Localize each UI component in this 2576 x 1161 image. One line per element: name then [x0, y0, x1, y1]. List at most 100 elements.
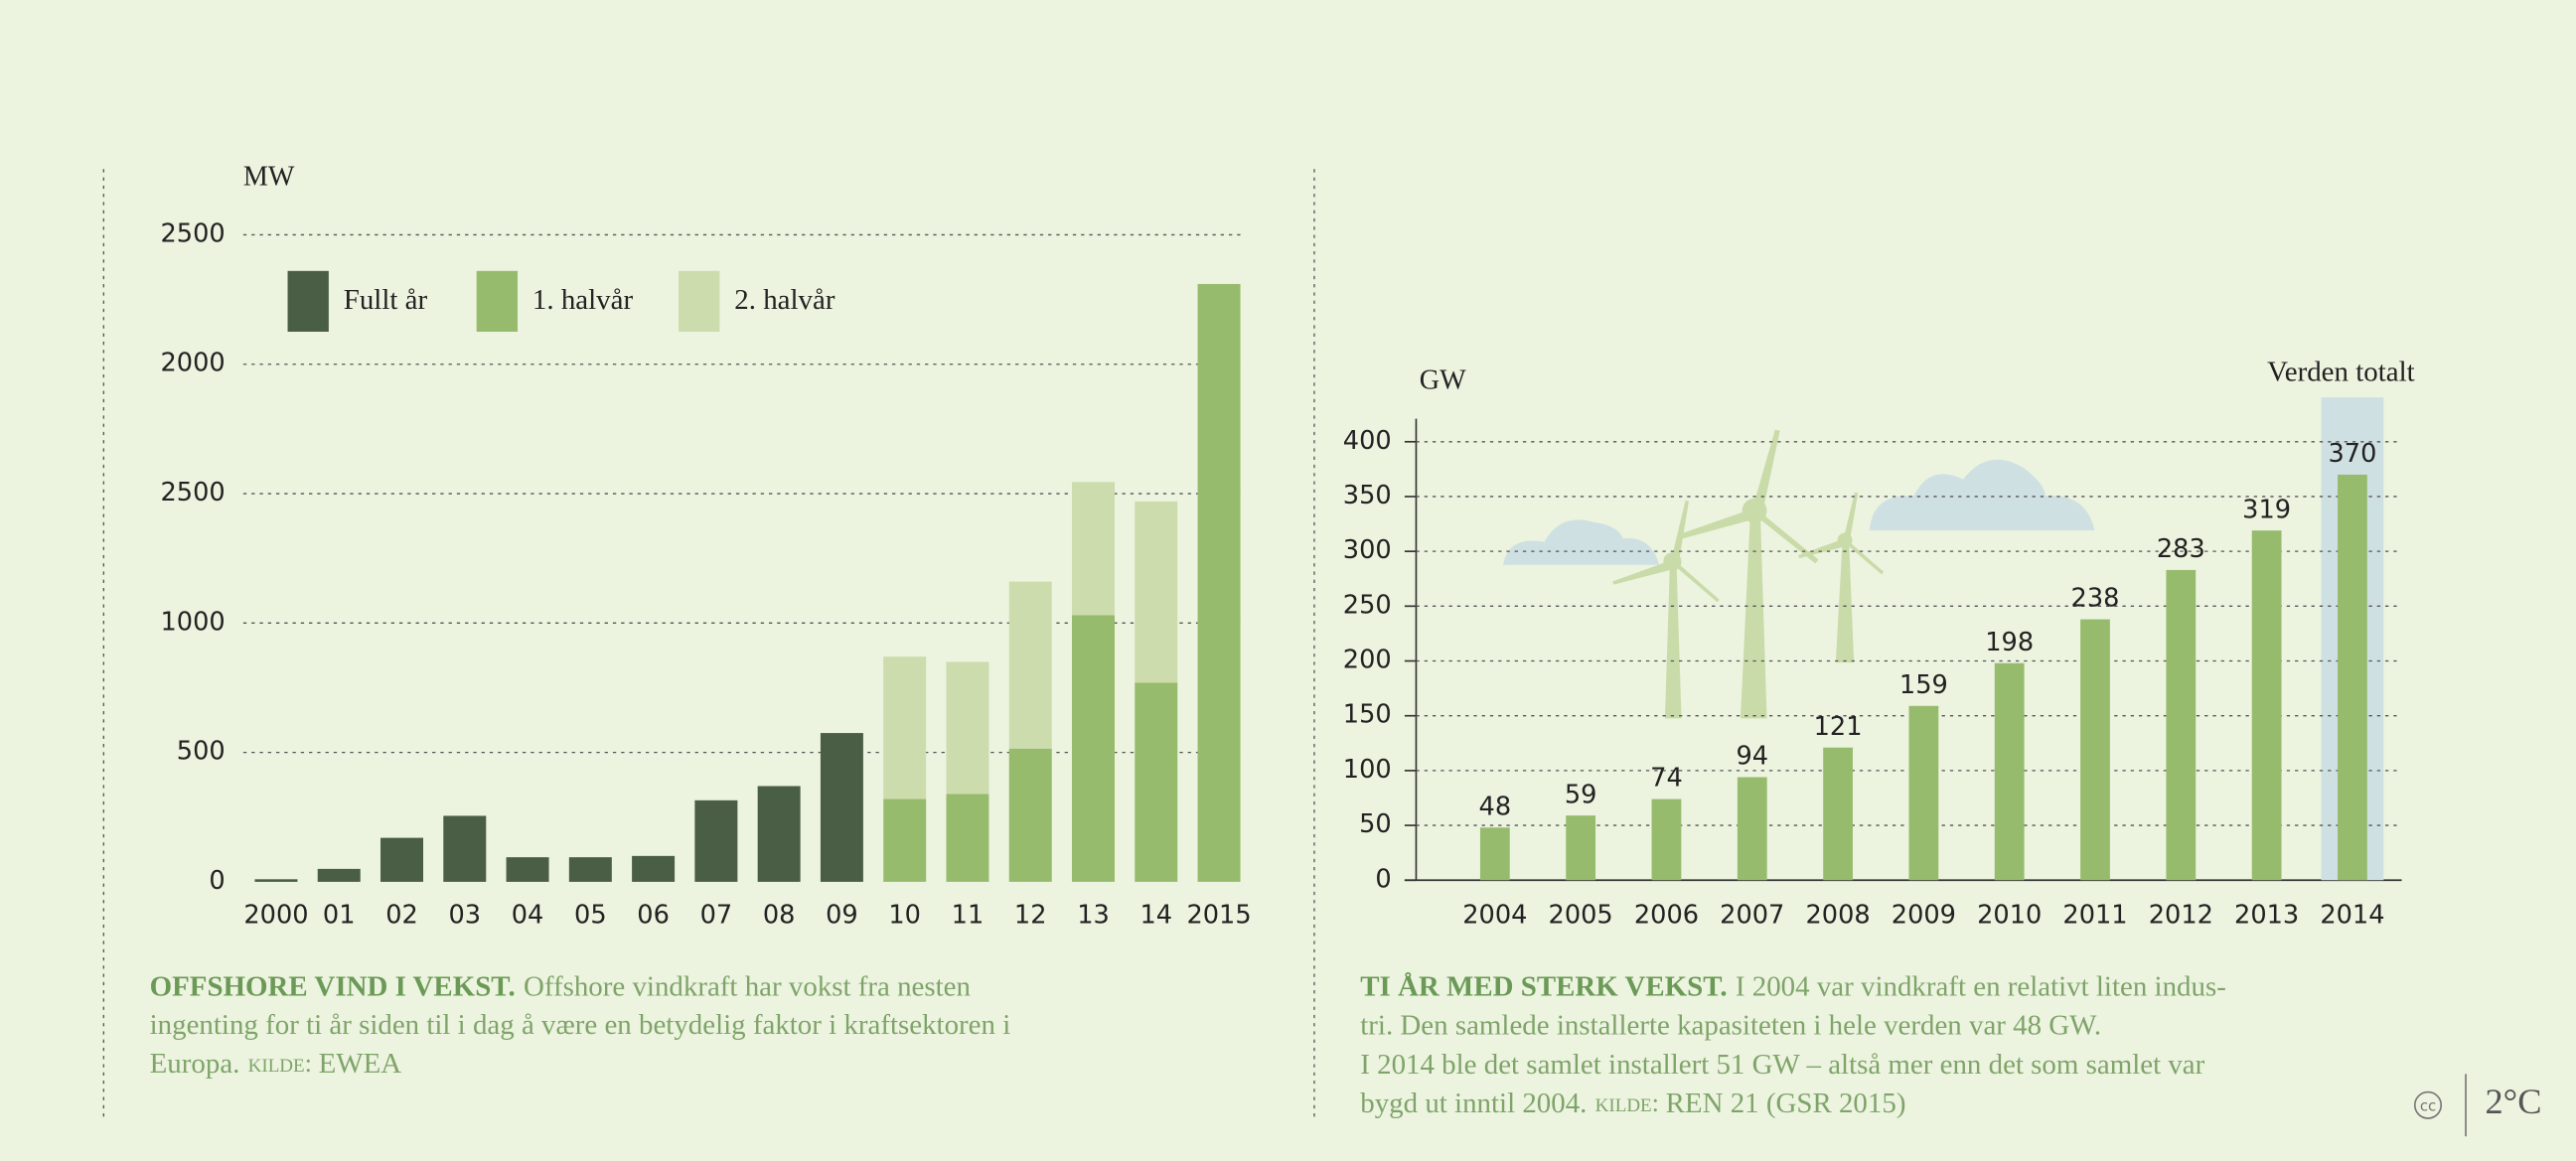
legend-label: 1. halvår: [532, 284, 634, 316]
bar: [1479, 827, 1510, 881]
x-tick-label: 11: [952, 901, 985, 931]
caption-line: TI ÅR MED STERK VEKST. I 2004 var vindkra…: [1360, 970, 2226, 1002]
caption-line: OFFSHORE VIND I VEKST. Offshore vindkraft…: [150, 970, 972, 1002]
source-label: kilde:: [1595, 1088, 1659, 1117]
value-label: 198: [1985, 628, 2034, 657]
x-tick-label: 05: [574, 901, 607, 931]
bar-segment: [883, 656, 927, 799]
x-tick-label: 04: [512, 901, 544, 931]
x-tick-label: 09: [826, 901, 858, 931]
bar: [2251, 530, 2282, 881]
bar-segment: [1135, 682, 1178, 882]
bar: [1908, 705, 1939, 881]
wind-turbines: [1612, 429, 1885, 719]
y-tick-label: 350: [1343, 481, 1392, 510]
x-tick-label: 02: [385, 901, 418, 931]
y-tick-label: 200: [1343, 646, 1392, 675]
bar: [1823, 747, 1853, 881]
caption-title: OFFSHORE VIND I VEKST.: [150, 970, 516, 1002]
x-tick-label: 2010: [1977, 901, 2042, 931]
y-tick-label: 2500: [161, 478, 226, 508]
caption-line: Europa. kilde: EWEA: [150, 1048, 402, 1080]
bar: [1651, 798, 1682, 881]
source: REN 21 (GSR 2015): [1666, 1088, 1906, 1119]
y-tick-label: 400: [1343, 426, 1392, 456]
bar: [2166, 569, 2197, 881]
bar-segment: [632, 855, 676, 882]
legend-label: Fullt år: [344, 284, 428, 316]
value-label: 319: [2242, 495, 2291, 524]
bar: [1737, 777, 1767, 881]
bar-segment: [443, 815, 487, 882]
caption-text: tri. Den samlede installerte kapasiteten…: [1360, 1009, 2101, 1041]
x-tick-label: 08: [763, 901, 796, 931]
x-tick-label: 14: [1139, 901, 1172, 931]
value-label: 238: [2071, 584, 2120, 614]
legend-swatch: [476, 270, 519, 332]
legend-label: 2. halvår: [734, 284, 835, 316]
bar-segment: [757, 786, 801, 882]
bar-segment: [317, 868, 361, 882]
clouds: [1503, 459, 2095, 565]
logo: 2°C: [2485, 1082, 2541, 1121]
bar-segment: [1072, 482, 1116, 616]
legend-swatch: [287, 270, 329, 332]
x-tick-label: 03: [448, 901, 481, 931]
bar-segment: [820, 733, 863, 882]
y-tick-label: 1000: [161, 607, 226, 637]
caption-text: Offshore vindkraft har vokst fra nesten: [524, 970, 972, 1002]
x-tick-label: 2008: [1805, 901, 1870, 931]
y-tick-label: 2500: [161, 218, 226, 248]
highlight-label: Verden totalt: [2267, 357, 2415, 388]
value-label: 121: [1814, 712, 1863, 742]
bar-segment: [568, 857, 612, 882]
x-tick-label: 2014: [2320, 901, 2384, 931]
x-tick-label: 2013: [2234, 901, 2299, 931]
value-label: 94: [1736, 742, 1768, 772]
source-label: kilde:: [248, 1048, 312, 1078]
source: EWEA: [319, 1048, 402, 1080]
bar: [2080, 619, 2110, 881]
caption-text: ingenting for ti år siden til i dag å væ…: [150, 1009, 1011, 1041]
value-label: 48: [1479, 792, 1512, 821]
caption-line: tri. Den samlede installerte kapasiteten…: [1360, 1009, 2101, 1041]
bar-segment: [694, 799, 738, 882]
bar-segment: [1135, 501, 1178, 683]
caption-line: ingenting for ti år siden til i dag å væ…: [150, 1009, 1011, 1041]
value-label: 370: [2329, 439, 2377, 469]
caption-text: bygd ut inntil 2004.: [1360, 1088, 1587, 1119]
value-label: 74: [1650, 764, 1683, 794]
legend-swatch: [679, 270, 720, 332]
y-axis-label: MW: [243, 162, 295, 193]
value-label: 159: [1899, 670, 1948, 700]
x-tick-label: 2006: [1634, 901, 1699, 931]
y-tick-label: 150: [1343, 700, 1392, 730]
x-tick-label: 13: [1077, 901, 1110, 931]
value-label: 59: [1565, 780, 1597, 809]
bar-segment: [1197, 283, 1241, 882]
y-axis-label: GW: [1420, 365, 1466, 396]
x-tick-label: 2000: [243, 901, 308, 931]
caption-line: I 2014 ble det samlet installert 51 GW –…: [1360, 1048, 2204, 1080]
x-tick-label: 2012: [2149, 901, 2213, 931]
bar: [1566, 815, 1596, 881]
bar-segment: [1008, 748, 1052, 882]
y-tick-label: 250: [1343, 590, 1392, 620]
bar-segment: [1072, 615, 1116, 882]
bar: [2338, 474, 2367, 881]
y-tick-label: 500: [177, 737, 226, 767]
bar-segment: [506, 857, 549, 882]
bar-segment: [254, 879, 298, 882]
x-tick-label: 06: [637, 901, 670, 931]
y-tick-label: 50: [1359, 809, 1392, 839]
y-tick-label: 0: [1375, 864, 1391, 894]
x-tick-label: 01: [323, 901, 356, 931]
x-tick-label: 2011: [2062, 901, 2127, 931]
caption-text: Europa.: [150, 1048, 240, 1080]
y-tick-label: 2000: [161, 349, 226, 378]
x-tick-label: 2004: [1462, 901, 1527, 931]
x-tick-label: 10: [888, 901, 921, 931]
y-tick-label: 0: [209, 866, 225, 896]
bar-segment: [1008, 581, 1052, 749]
